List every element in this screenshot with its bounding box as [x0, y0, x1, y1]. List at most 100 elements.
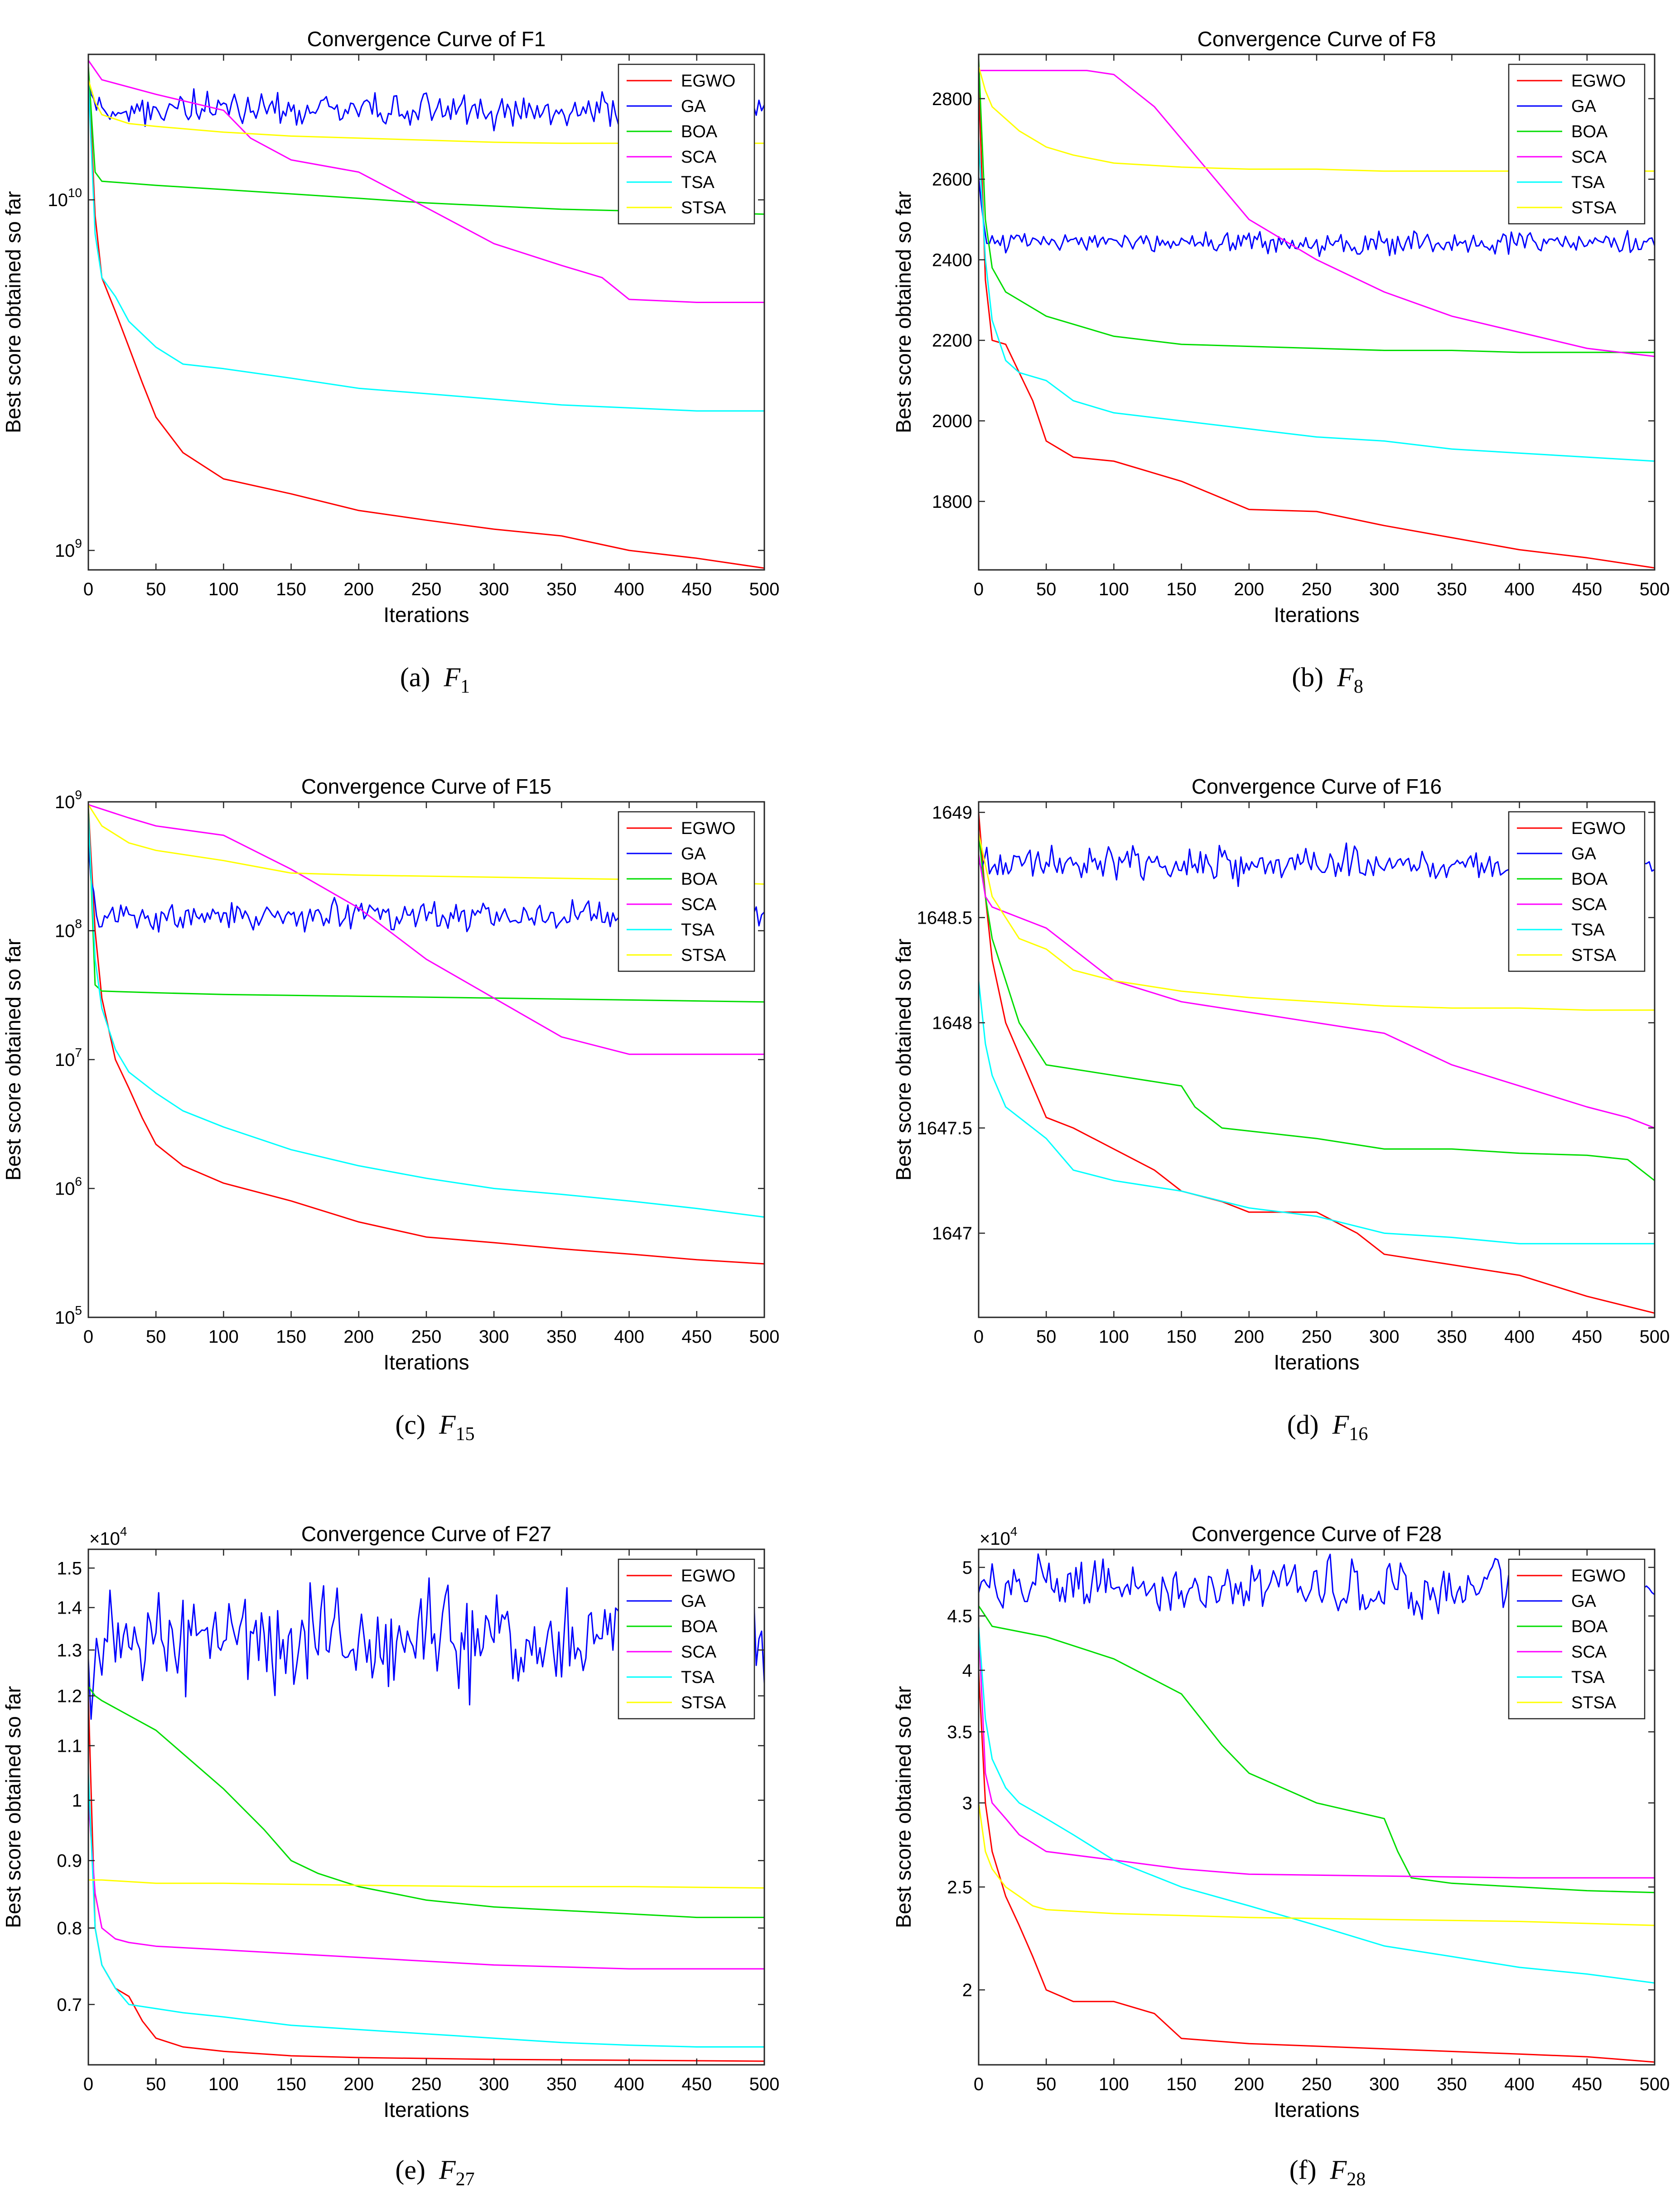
x-tick-label: 500: [1640, 579, 1670, 599]
series-line-sca: [88, 1800, 764, 1970]
series-line-tsa: [88, 80, 764, 412]
x-tick-label: 100: [208, 579, 239, 599]
caption-space: [425, 2155, 439, 2185]
legend-entry-tsa: TSA: [1571, 173, 1605, 192]
x-tick-label: 400: [614, 579, 644, 599]
y-tick-label: 5: [962, 1558, 972, 1578]
legend-entry-egwo: EGWO: [681, 819, 735, 838]
series-line-stsa: [979, 1803, 1655, 1926]
multiplier-prefix: ×10: [89, 1529, 120, 1549]
series-line-sca: [979, 70, 1655, 357]
series-line-tsa: [979, 139, 1655, 462]
series-line-sca: [88, 804, 764, 1055]
chart-title: Convergence Curve of F28: [1192, 1522, 1442, 1546]
y-tick-label: 1648.5: [917, 908, 972, 928]
x-tick-label: 0: [974, 1327, 984, 1347]
y-tick-base: 10: [55, 541, 75, 561]
y-axis-label: Best score obtained so far: [892, 191, 915, 433]
x-tick-label: 300: [1369, 579, 1400, 599]
y-tick-exponent: 8: [75, 917, 82, 931]
y-tick-label: 1.4: [57, 1598, 82, 1618]
x-tick-label: 350: [546, 579, 577, 599]
x-tick-label: 350: [1437, 1327, 1467, 1347]
x-tick-label: 300: [1369, 1327, 1400, 1347]
chart-panel-3: 0 50 100 150 200 250 300 350 400 450 5001051061071…: [1, 775, 779, 1445]
x-tick-label: 100: [208, 1327, 239, 1347]
x-tick-label: 500: [1640, 1327, 1670, 1347]
caption-space: [430, 662, 444, 692]
legend-entry-stsa: STSA: [1571, 198, 1617, 217]
series-line-boa: [88, 807, 764, 1003]
legend-entry-sca: SCA: [681, 148, 717, 167]
legend-box: [618, 63, 755, 225]
x-tick-label: 300: [479, 1327, 509, 1347]
caption-subscript: 1: [460, 676, 470, 697]
y-tick-label: 109: [55, 788, 82, 812]
x-tick-label: 300: [479, 579, 509, 599]
legend-box: [618, 1558, 755, 1720]
x-tick-label: 450: [1572, 579, 1602, 599]
y-axis-label: Best score obtained so far: [892, 1686, 915, 1928]
series-line-boa: [979, 58, 1655, 353]
series-line-stsa: [979, 66, 1655, 172]
legend-entry-ga: GA: [1571, 1592, 1597, 1611]
x-tick-label: 250: [411, 2074, 442, 2094]
legend-box: [1508, 63, 1646, 225]
legend-entry-ga: GA: [681, 844, 706, 863]
x-tick-label: 450: [681, 1327, 712, 1347]
y-tick-label: 107: [55, 1046, 82, 1070]
x-axis-label: Iterations: [1274, 2098, 1359, 2121]
x-tick-label: 400: [1504, 1327, 1535, 1347]
caption-subscript: 27: [456, 2169, 475, 2190]
y-tick-base: 10: [55, 1050, 75, 1070]
caption-label: (b): [1292, 662, 1323, 692]
x-tick-label: 400: [1504, 2074, 1535, 2094]
chart-panel-5: 0 50 100 150 200 250 300 350 400 450 500 0.7 0.8 0.9 1…: [1, 1522, 779, 2190]
x-tick-label: 100: [1099, 1327, 1129, 1347]
caption-space: [1323, 662, 1337, 692]
x-tick-label: 200: [343, 579, 374, 599]
x-tick-label: 150: [1166, 2074, 1197, 2094]
chart-title: Convergence Curve of F15: [301, 775, 551, 798]
caption-symbol: F: [443, 662, 461, 692]
x-tick-label: 200: [1234, 579, 1264, 599]
x-tick-label: 0: [83, 579, 93, 599]
legend-entry-egwo: EGWO: [1571, 72, 1626, 91]
x-tick-label: 0: [83, 1327, 93, 1347]
y-tick-exponent: 6: [75, 1175, 82, 1189]
legend-entry-sca: SCA: [1571, 895, 1607, 914]
caption-symbol: F: [1330, 2155, 1347, 2185]
y-tick-base: 10: [48, 190, 68, 210]
y-tick-label: 1.5: [57, 1558, 82, 1578]
x-tick-label: 400: [614, 1327, 644, 1347]
chart-panel-2: 0 50 100 150 200 250 300 350 400 450 500 1800 2000 22…: [892, 27, 1670, 697]
legend-entry-sca: SCA: [681, 895, 717, 914]
series-line-sca: [88, 60, 764, 303]
y-tick-label: 108: [55, 917, 82, 941]
subfigure-caption: (b) F8: [1292, 662, 1363, 697]
x-tick-label: 250: [1302, 579, 1332, 599]
legend-entry-egwo: EGWO: [681, 1567, 735, 1586]
legend-entry-tsa: TSA: [681, 1668, 715, 1687]
x-tick-label: 200: [343, 1327, 374, 1347]
x-axis-label: Iterations: [383, 1350, 469, 1374]
subfigure-caption: (f) F28: [1289, 2155, 1366, 2190]
x-tick-label: 50: [146, 1327, 166, 1347]
x-tick-label: 200: [1234, 1327, 1264, 1347]
caption-label: (d): [1287, 1410, 1319, 1440]
x-tick-label: 500: [749, 2074, 780, 2094]
legend-entry-egwo: EGWO: [681, 72, 735, 91]
series-lines: [88, 60, 764, 569]
legend-entry-egwo: EGWO: [1571, 819, 1626, 838]
legend-box: [1508, 1558, 1646, 1720]
x-tick-label: 450: [1572, 1327, 1602, 1347]
subfigure-caption: (c) F15: [395, 1410, 474, 1445]
multiplier-prefix: ×10: [980, 1529, 1010, 1549]
y-tick-label: 1647.5: [917, 1118, 972, 1138]
legend-entry-boa: BOA: [681, 122, 718, 141]
caption-space: [1319, 1410, 1332, 1440]
y-tick-label: 2400: [932, 250, 972, 270]
series-line-ga: [979, 176, 1655, 257]
y-tick-base: 10: [55, 1308, 75, 1328]
